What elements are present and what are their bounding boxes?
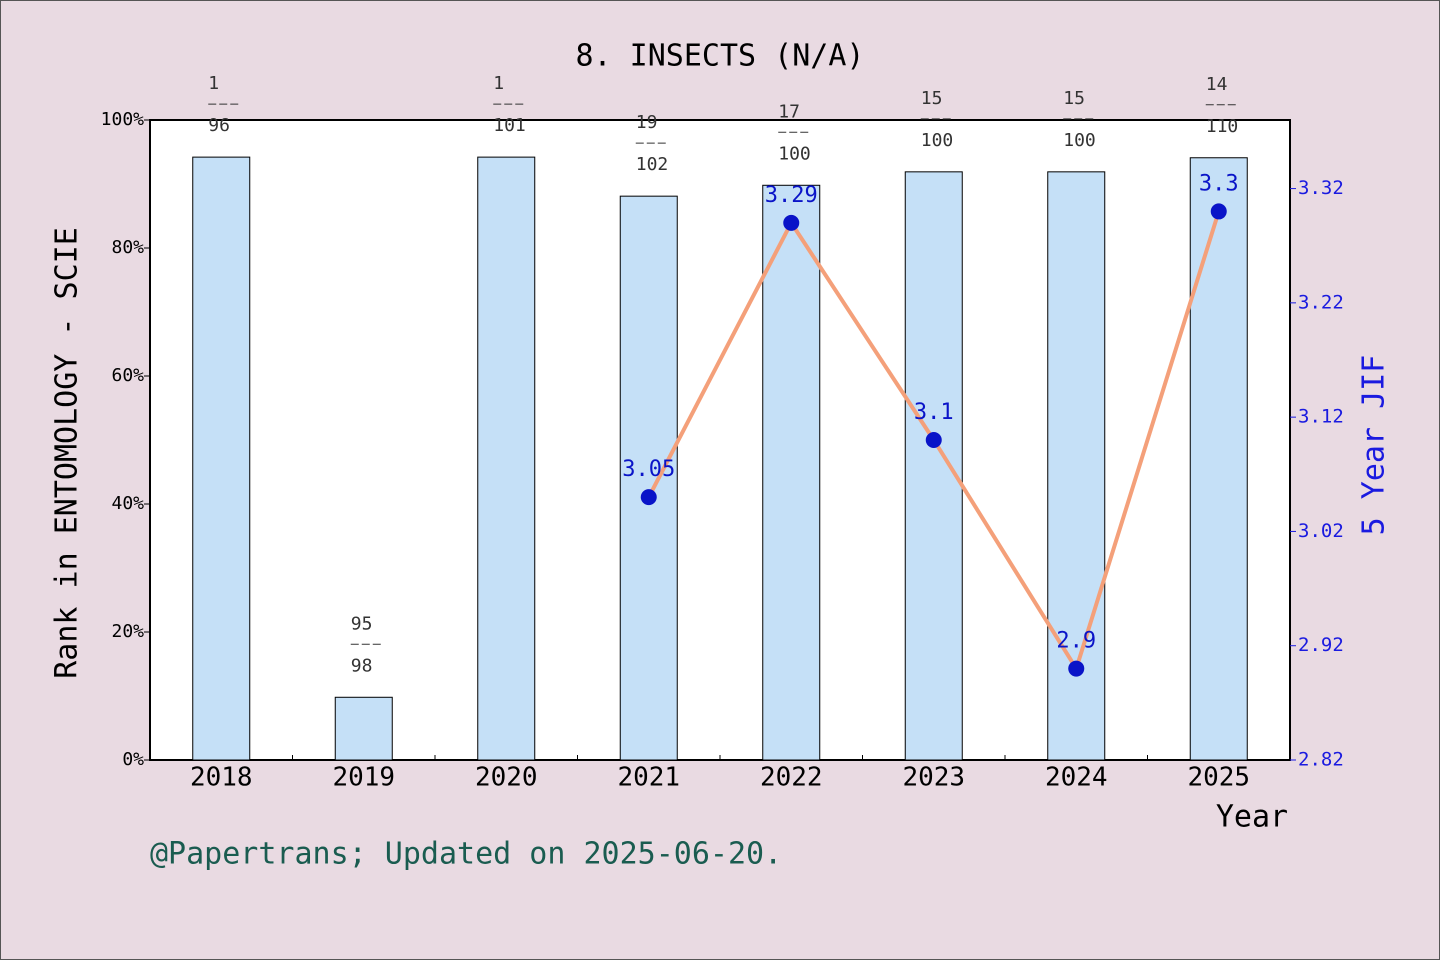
x-tick-label: 2022: [760, 763, 823, 793]
rank-label: 19: [636, 112, 658, 133]
jif-label: 3.29: [765, 183, 818, 208]
jif-point: [1068, 660, 1085, 677]
jif-label: 3.05: [622, 457, 675, 482]
y2-axis-label: 5 Year JIF: [1357, 355, 1392, 536]
y2-tick-label: 2.92: [1298, 634, 1344, 656]
y-tick-label: 60%: [111, 365, 144, 386]
jif-label: 3.3: [1199, 171, 1239, 196]
total-label: 100: [921, 130, 954, 151]
rank-label: 17: [778, 101, 800, 122]
jif-label: 2.9: [1056, 629, 1096, 654]
rank-label: 14: [1206, 74, 1228, 95]
total-label: 100: [778, 143, 811, 164]
y2-tick-label: 3.02: [1298, 520, 1344, 542]
x-tick-label: 2023: [902, 763, 965, 793]
total-label: 110: [1206, 116, 1239, 137]
footer: @Papertrans; Updated on 2025-06-20.: [150, 837, 782, 872]
x-tick-label: 2019: [332, 763, 395, 793]
rank-label: 15: [921, 88, 943, 109]
bar: [904, 171, 963, 761]
jif-point: [1210, 203, 1227, 220]
total-label: 101: [493, 115, 526, 136]
bar: [1189, 157, 1248, 761]
x-axis-label: Year: [1216, 800, 1288, 835]
total-label: 100: [1063, 130, 1096, 151]
bar: [477, 156, 536, 761]
y-tick-label: 100%: [101, 109, 145, 130]
rank-label: 95: [351, 613, 373, 634]
rank-label: 1: [208, 73, 219, 94]
x-tick-label: 2021: [617, 763, 680, 793]
x-tick-label: 2020: [475, 763, 538, 793]
y-tick-label: 80%: [111, 237, 144, 258]
jif-label: 3.1: [914, 400, 954, 425]
jif-point: [783, 214, 800, 231]
y2-tick-label: 3.12: [1298, 406, 1344, 428]
plot-area: [149, 119, 1291, 761]
x-tick-label: 2018: [190, 763, 253, 793]
rank-label: 1: [493, 73, 504, 94]
bar: [192, 156, 251, 761]
x-tick-label: 2024: [1045, 763, 1108, 793]
bar: [762, 184, 821, 761]
bar: [334, 696, 393, 761]
jif-point: [925, 432, 942, 448]
y-tick-label: 40%: [111, 493, 144, 514]
total-label: 96: [208, 115, 230, 136]
y2-tick-label: 3.22: [1298, 291, 1344, 313]
y-tick-label: 0%: [122, 749, 144, 770]
x-tick-label: 2025: [1187, 763, 1250, 793]
rank-label: 15: [1063, 88, 1085, 109]
bar: [619, 195, 678, 761]
jif-point: [640, 489, 657, 506]
chart-title: 8. INSECTS (N/A): [576, 39, 865, 74]
y2-tick-label: 2.82: [1298, 749, 1344, 771]
y2-tick-label: 3.32: [1298, 177, 1344, 199]
y-axis-label: Rank in ENTOMOLOGY - SCIE: [50, 227, 85, 679]
total-label: 98: [351, 655, 373, 676]
total-label: 102: [636, 154, 669, 175]
y-tick-label: 20%: [111, 621, 144, 642]
